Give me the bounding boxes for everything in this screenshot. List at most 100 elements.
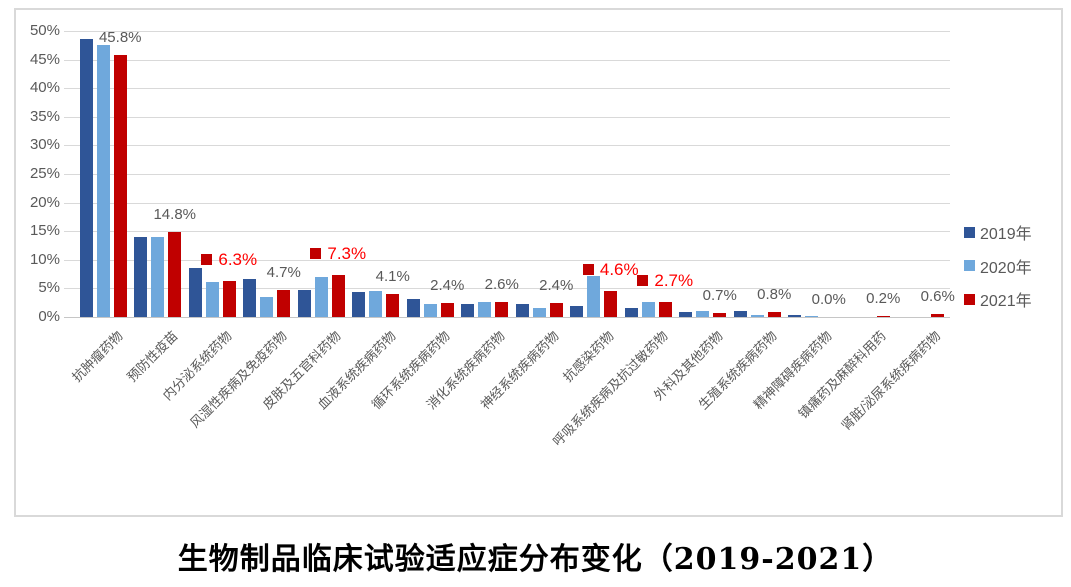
bar-2020年-c10 <box>587 275 601 317</box>
value-label-text: 4.6% <box>599 259 639 279</box>
bar-2021年-c8 <box>495 302 509 317</box>
bar-2020年-c6 <box>369 291 383 317</box>
value-label-text: 4.7% <box>266 264 301 282</box>
bar-2019年-c6 <box>352 292 366 317</box>
value-label-c4: 4.7% <box>236 264 332 282</box>
bar-2021年-c11 <box>658 301 672 317</box>
chart-title: 生物制品临床试验适应症分布变化（2019-2021） <box>177 542 894 577</box>
bar-2019年-c1 <box>79 39 93 317</box>
legend-label: 2020年 <box>980 259 1032 277</box>
x-axis-label-c1: 抗肿瘤药物 <box>69 328 126 385</box>
bar-2021年-c4 <box>277 290 291 317</box>
bar-2020年-c3 <box>205 282 219 317</box>
gridline-0% <box>64 317 950 318</box>
bar-2021年-c2 <box>168 232 182 317</box>
bar-2021年-c7 <box>440 303 454 317</box>
label-key-square <box>637 274 649 286</box>
gridline-25% <box>64 174 950 175</box>
value-label-c16: 0.6% <box>890 288 986 306</box>
bar-2020年-c5 <box>314 276 328 317</box>
bar-2019年-c9 <box>515 304 529 317</box>
value-label-text: 2.7% <box>654 270 694 290</box>
chart-plot-area: 0% 5% 10% 15% 20% 25% 30% 35% 40% 45% 50% 45.8% 14.… <box>14 8 1063 517</box>
bar-2019年-c3 <box>188 267 202 317</box>
legend-item-2021年: 2021年 <box>964 287 1032 311</box>
bar-2021年-c12 <box>713 312 727 317</box>
gridline-40% <box>64 88 950 90</box>
value-label-c5: 7.3% <box>290 245 386 263</box>
gridline-30% <box>64 145 950 147</box>
y-tick-label: 5% <box>38 279 60 297</box>
legend-label: 2019年 <box>980 226 1032 243</box>
bar-2021年-c13 <box>767 312 781 317</box>
bar-2020年-c14 <box>805 316 819 317</box>
bar-2019年-c10 <box>570 305 584 317</box>
y-tick-label: 40% <box>29 79 60 97</box>
value-label-c2: 14.8% <box>127 206 223 224</box>
value-label-text: 0.2% <box>866 289 901 307</box>
value-label-c13: 0.8% <box>726 286 822 304</box>
bar-2021年-c5 <box>331 275 345 317</box>
bar-2021年-c3 <box>222 280 236 317</box>
label-key-square <box>310 248 322 260</box>
label-key-square <box>582 263 594 275</box>
value-label-c12: 0.7% <box>672 287 768 305</box>
bar-2021年-c16 <box>931 313 945 317</box>
legend-item-2019年: 2019年 <box>964 220 1032 244</box>
bar-2021年-c10 <box>604 290 618 317</box>
value-label-text: 0.8% <box>757 286 792 304</box>
y-tick-label: 15% <box>29 222 60 240</box>
y-tick-label: 10% <box>29 250 60 268</box>
value-label-c15: 0.2% <box>835 290 931 308</box>
value-label-text: 2.4% <box>539 277 574 295</box>
bar-2019年-c11 <box>624 307 638 317</box>
gridline-10% <box>64 259 950 261</box>
gridline-45% <box>64 59 950 61</box>
gridline-15% <box>64 231 950 233</box>
x-axis-label-c16: 肾脏/泌尿系统疾病药物 <box>838 328 944 434</box>
value-label-c1: 45.8% <box>72 29 168 47</box>
bar-2020年-c12 <box>696 310 710 317</box>
legend-item-2020年: 2020年 <box>964 254 1032 278</box>
bar-2019年-c2 <box>134 237 148 317</box>
bar-2020年-c11 <box>641 302 655 317</box>
bar-2020年-c7 <box>423 303 437 317</box>
bar-2021年-c15 <box>876 315 890 317</box>
gridline-35% <box>64 116 950 118</box>
bar-2019年-c13 <box>733 311 747 317</box>
y-tick-label: 25% <box>29 165 60 182</box>
value-label-c11: 2.7% <box>617 270 713 290</box>
legend-swatch-icon <box>964 226 975 238</box>
value-label-text: 14.8% <box>153 206 197 224</box>
y-tick-label: 0% <box>38 308 60 325</box>
value-label-text: 4.1% <box>375 267 410 285</box>
value-label-text: 0.7% <box>702 286 737 304</box>
gridline-50% <box>64 31 950 32</box>
bar-2021年-c9 <box>549 303 563 317</box>
y-tick-label: 35% <box>29 107 60 125</box>
x-axis-label-c4: 风湿性疾病及免疫药物 <box>186 328 290 431</box>
value-label-text: 0.0% <box>811 291 846 308</box>
bar-2020年-c8 <box>478 302 492 317</box>
bar-2019年-c4 <box>243 279 257 317</box>
value-label-text: 45.8% <box>98 29 142 47</box>
bar-2020年-c2 <box>151 237 165 317</box>
y-tick-label: 45% <box>29 50 60 68</box>
legend-label: 2021年 <box>980 293 1032 310</box>
legend-swatch-icon <box>964 260 975 271</box>
value-label-c3: 6.3% <box>181 249 277 269</box>
value-label-c7: 2.4% <box>399 277 495 295</box>
value-label-text: 2.4% <box>430 277 465 295</box>
value-label-c8: 2.6% <box>454 276 550 294</box>
gridline-5% <box>64 288 950 290</box>
value-label-c9: 2.4% <box>508 277 604 295</box>
y-tick-label: 50% <box>29 22 60 39</box>
bar-2019年-c14 <box>788 314 802 317</box>
bar-2020年-c4 <box>260 296 274 317</box>
value-label-text: 6.3% <box>218 249 258 269</box>
bar-2020年-c13 <box>750 314 764 317</box>
bar-2019年-c12 <box>679 311 693 317</box>
value-label-c14: 0.0% <box>781 291 877 309</box>
value-label-text: 2.6% <box>484 276 519 294</box>
